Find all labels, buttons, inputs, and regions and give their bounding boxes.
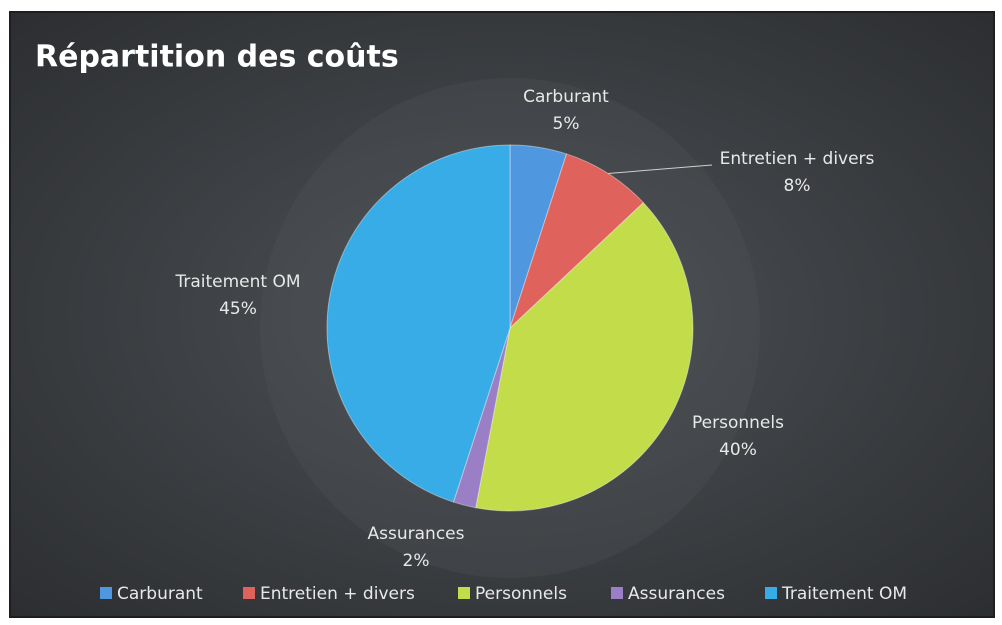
pie-slice bbox=[326, 144, 511, 503]
leader-line bbox=[608, 164, 713, 174]
data-label-name: Traitement OM bbox=[174, 272, 300, 292]
legend-swatch bbox=[611, 587, 623, 599]
data-label-value: 40% bbox=[719, 440, 757, 460]
pie-slice bbox=[475, 202, 694, 512]
legend-label: Personnels bbox=[475, 584, 567, 604]
pie-slice bbox=[509, 153, 645, 329]
pie-slice bbox=[509, 144, 568, 329]
data-label-name: Carburant bbox=[523, 87, 609, 107]
legend-label: Entretien + divers bbox=[260, 584, 415, 604]
data-label-value: 45% bbox=[219, 299, 257, 319]
data-label-name: Personnels bbox=[692, 413, 784, 433]
legend-label: Carburant bbox=[117, 584, 203, 604]
data-label-value: 8% bbox=[784, 176, 811, 196]
pie-slice bbox=[452, 327, 511, 509]
chart-title: Répartition des coûts bbox=[35, 40, 399, 75]
legend-label: Assurances bbox=[628, 584, 725, 604]
data-label-name: Entretien + divers bbox=[720, 149, 875, 169]
data-label-value: 2% bbox=[403, 551, 430, 571]
legend-swatch bbox=[458, 587, 470, 599]
legend-label: Traitement OM bbox=[781, 584, 907, 604]
data-label-name: Assurances bbox=[368, 524, 465, 544]
legend-swatch bbox=[765, 587, 777, 599]
legend-swatch bbox=[100, 587, 112, 599]
legend-swatch bbox=[243, 587, 255, 599]
data-label-value: 5% bbox=[553, 114, 580, 134]
